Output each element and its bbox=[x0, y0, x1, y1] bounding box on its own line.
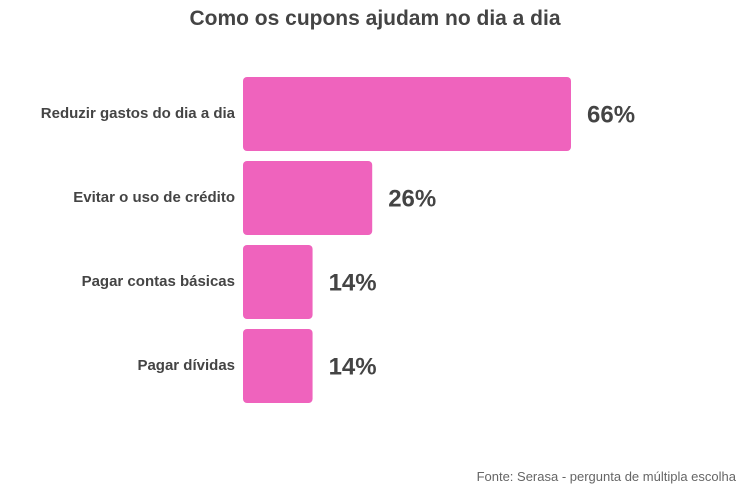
source-note: Fonte: Serasa - pergunta de múltipla esc… bbox=[476, 469, 736, 484]
value-label-pagar-dividas: 14% bbox=[329, 353, 377, 380]
category-label-pagar-dividas: Pagar dívidas bbox=[137, 357, 235, 374]
value-label-pagar-contas-basicas: 14% bbox=[329, 269, 377, 296]
category-label-pagar-contas-basicas: Pagar contas básicas bbox=[82, 273, 235, 290]
chart-title: Como os cupons ajudam no dia a dia bbox=[189, 7, 561, 30]
value-label-evitar-o-uso-de-credito: 26% bbox=[388, 185, 436, 212]
bar-reduzir-gastos-do-dia-a-dia bbox=[243, 77, 571, 151]
category-label-evitar-o-uso-de-credito: Evitar o uso de crédito bbox=[73, 189, 235, 206]
bar-pagar-dividas bbox=[243, 329, 313, 403]
value-label-reduzir-gastos-do-dia-a-dia: 66% bbox=[587, 101, 635, 128]
bar-evitar-o-uso-de-credito bbox=[243, 161, 373, 235]
bar-pagar-contas-basicas bbox=[243, 245, 313, 319]
category-label-reduzir-gastos-do-dia-a-dia: Reduzir gastos do dia a dia bbox=[41, 105, 236, 122]
